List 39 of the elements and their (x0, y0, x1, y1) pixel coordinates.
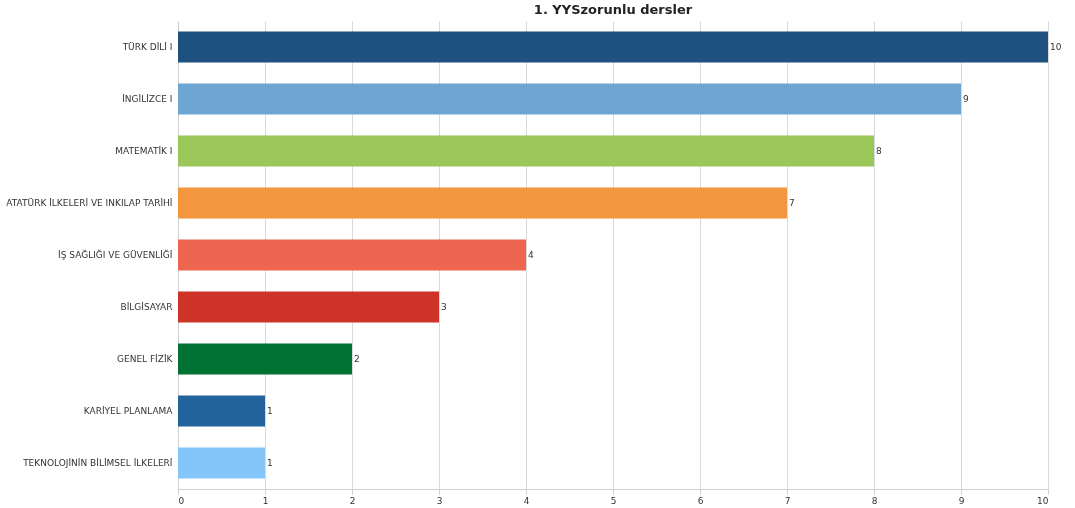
data-label: 8 (876, 146, 882, 156)
data-label: 4 (528, 250, 534, 260)
data-label: 1 (267, 458, 273, 468)
bar (178, 395, 265, 427)
x-tick-label: 4 (523, 495, 530, 506)
y-tick-label: TÜRK DİLİ I (121, 42, 173, 52)
bar (178, 135, 874, 167)
data-label: 9 (963, 94, 969, 104)
x-tick-label: 8 (871, 495, 878, 506)
bar (178, 187, 787, 219)
y-tick-label: BİLGİSAYAR (120, 302, 173, 312)
x-tick-label: 3 (436, 495, 443, 506)
x-tick-label: 5 (610, 495, 617, 506)
y-tick-label: KARİYEL PLANLAMA (83, 406, 174, 416)
data-label: 3 (441, 302, 447, 312)
x-tick-label: 2 (349, 495, 356, 506)
y-tick-label: İNGİLİZCE I (122, 94, 173, 104)
bar (178, 83, 961, 115)
y-tick-label: MATEMATİK I (115, 146, 173, 156)
x-tick-label: 1 (262, 495, 269, 506)
chart-title: 1. YYSzorunlu dersler (533, 2, 693, 17)
y-tick-label: ATATÜRK İLKELERİ VE INKILAP TARİHİ (6, 198, 173, 208)
data-label: 1 (267, 406, 273, 416)
data-label: 10 (1050, 42, 1062, 52)
x-tick-label: 10 (1037, 495, 1049, 506)
data-label: 2 (354, 354, 360, 364)
y-tick-label: TEKNOLOJİNİN BİLİMSEL İLKELERİ (22, 458, 173, 468)
bar (178, 343, 352, 375)
x-tick-label: 7 (784, 495, 791, 506)
bar (178, 447, 265, 479)
bar (178, 31, 1048, 63)
x-tick-label: 0 (178, 495, 185, 506)
data-label: 7 (789, 198, 795, 208)
x-tick-label: 6 (697, 495, 704, 506)
bar (178, 239, 526, 271)
bar (178, 291, 439, 323)
y-tick-label: İŞ SAĞLIĞI VE GÜVENLİĞİ (58, 249, 173, 260)
x-tick-label: 9 (958, 495, 965, 506)
y-tick-label: GENEL FİZİK (116, 354, 174, 364)
